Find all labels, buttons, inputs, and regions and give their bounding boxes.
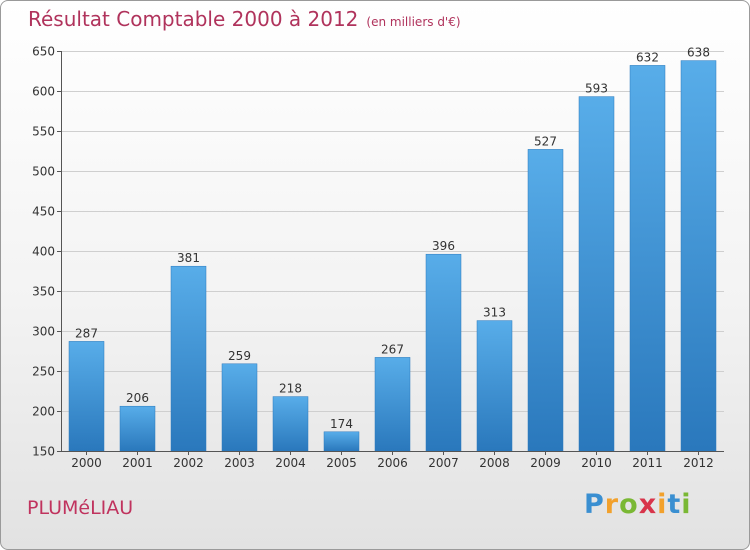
data-label-2011: 632: [636, 50, 659, 64]
x-tick-label-2006: 2006: [377, 456, 408, 470]
x-tick-label-2010: 2010: [581, 456, 612, 470]
bar-2007: [425, 253, 462, 452]
y-tick-label: 150: [32, 445, 55, 459]
x-tick-label-2009: 2009: [530, 456, 561, 470]
logo-letter: t: [667, 489, 682, 520]
x-tick-label-2000: 2000: [71, 456, 102, 470]
y-tick-label: 400: [32, 245, 55, 259]
x-tick-label-2012: 2012: [683, 456, 714, 470]
logo-letter: x: [638, 489, 658, 520]
y-tick-label: 200: [32, 405, 55, 419]
bar-2006: [374, 357, 411, 452]
chart-title: Résultat Comptable 2000 à 2012: [28, 7, 359, 31]
y-tick-label: 650: [32, 45, 55, 59]
bar-2002: [170, 265, 207, 452]
y-tick-label: 450: [32, 205, 55, 219]
logo-letter: i: [657, 489, 668, 520]
x-tick-label-2003: 2003: [224, 456, 255, 470]
data-label-2000: 287: [75, 326, 98, 340]
bar-2005: [323, 431, 360, 452]
bar-2003: [221, 363, 258, 452]
logo-letter: r: [604, 489, 620, 520]
data-label-2010: 593: [585, 82, 608, 96]
chart-subtitle: (en milliers d'€): [366, 15, 461, 29]
title-row: Résultat Comptable 2000 à 2012 (en millie…: [28, 7, 461, 31]
bar-2000: [68, 341, 105, 452]
commune-name: PLUMéLIAU: [27, 497, 134, 519]
data-label-2012: 638: [687, 46, 710, 60]
bar-2012: [680, 60, 717, 452]
data-label-2005: 174: [330, 417, 353, 431]
proxiti-logo: Proxiti: [584, 489, 692, 520]
x-tick-label-2005: 2005: [326, 456, 357, 470]
x-tick-label-2011: 2011: [632, 456, 663, 470]
x-tick-label-2001: 2001: [122, 456, 153, 470]
y-tick-label: 300: [32, 325, 55, 339]
y-axis-ticks: 150 200 250 300 350 400 450 500 550 600 650: [32, 45, 61, 459]
data-label-2001: 206: [126, 391, 149, 405]
bars: [68, 60, 717, 452]
logo-letter: o: [619, 489, 639, 520]
bar-2004: [272, 396, 309, 452]
y-tick-label: 250: [32, 365, 55, 379]
x-axis-ticks: 2000 2001 2002 2003 2004 2005 2006 2007 2008 2009…: [71, 451, 714, 470]
bar-2008: [476, 320, 513, 452]
y-tick-label: 550: [32, 125, 55, 139]
y-tick-label: 600: [32, 85, 55, 99]
x-tick-label-2002: 2002: [173, 456, 204, 470]
bar-2010: [578, 96, 615, 452]
data-label-2003: 259: [228, 349, 251, 363]
data-label-2006: 267: [381, 342, 404, 356]
data-labels: 287 206 381 259 218 174 267 396 313 527 593 632 638: [75, 46, 710, 431]
data-label-2009: 527: [534, 134, 557, 148]
bar-2009: [527, 149, 564, 452]
bar-2011: [629, 65, 666, 452]
data-label-2007: 396: [432, 239, 455, 253]
x-tick-label-2008: 2008: [479, 456, 510, 470]
y-tick-label: 350: [32, 285, 55, 299]
y-tick-label: 500: [32, 165, 55, 179]
data-label-2004: 218: [279, 382, 302, 396]
bar-2001: [119, 405, 156, 452]
x-tick-label-2004: 2004: [275, 456, 306, 470]
logo-letter: i: [681, 489, 692, 520]
x-tick-label-2007: 2007: [428, 456, 459, 470]
data-label-2008: 313: [483, 306, 506, 320]
data-label-2002: 381: [177, 251, 200, 265]
logo-letter: P: [584, 489, 605, 520]
